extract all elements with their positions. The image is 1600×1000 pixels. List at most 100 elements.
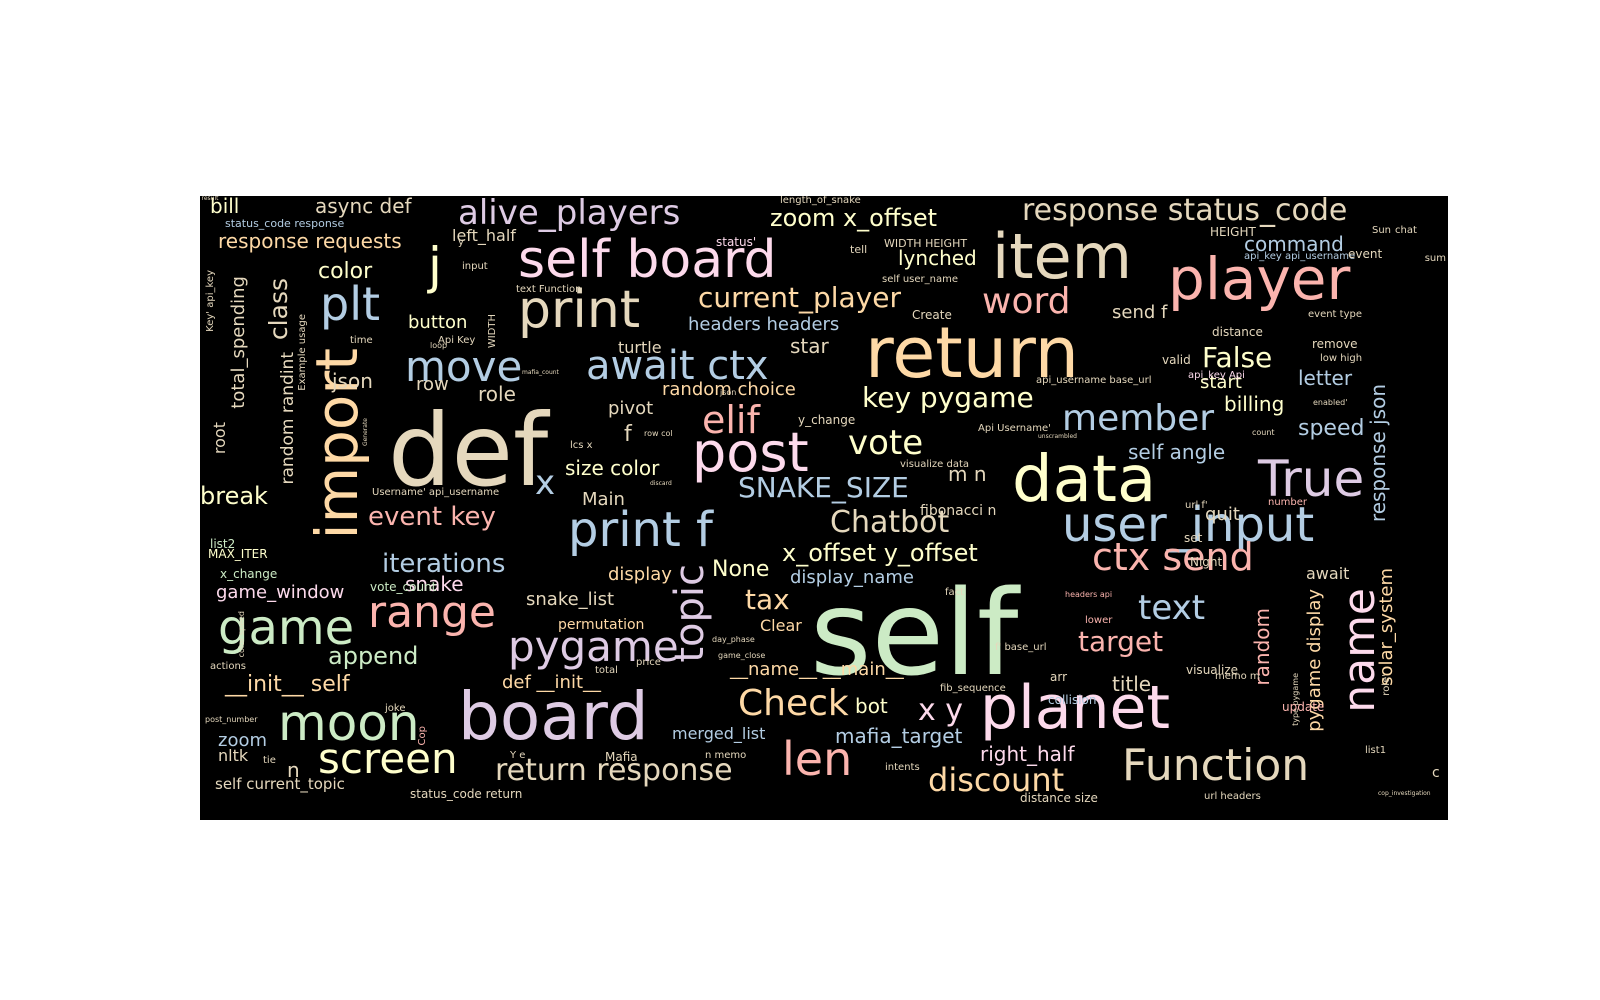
word-cloud-word: role [478,382,516,406]
word-cloud-word: fact [945,587,965,598]
word-cloud-word: turtle [618,338,662,357]
word-cloud-word: self angle [1128,440,1226,464]
word-cloud-word: collision [1048,693,1097,707]
word-cloud-word: x_change [220,567,278,581]
word-cloud-word: self current_topic [215,775,345,793]
word-cloud-word: low high [1320,353,1363,364]
word-cloud-word: Function [1122,740,1310,791]
word-cloud-word: list1 [1365,745,1387,756]
word-cloud-word: response requests [218,229,402,253]
word-cloud-word: Generate [362,418,369,447]
word-cloud-word: j [428,237,442,295]
word-cloud-word: plt [320,277,381,331]
word-cloud-word: command [1244,232,1344,256]
word-cloud-word: letter [1298,366,1353,390]
word-cloud-word: set [1184,531,1203,545]
word-cloud-word: update [1282,700,1325,714]
word-cloud-word: topic [667,564,713,663]
word-cloud-word: json [720,388,737,397]
word-cloud-word: self [810,564,1019,702]
word-cloud-word: board [458,678,649,755]
word-cloud-word: print f [568,502,713,558]
word-cloud-word: right_half [980,742,1075,766]
word-cloud-word: memo m [1215,671,1260,682]
word-cloud-word: response status_code [1022,196,1348,228]
word-cloud-word: random randint [278,352,298,485]
word-cloud-word: key pygame [862,381,1034,414]
word-cloud-word: enabled' [1313,398,1348,407]
word-cloud-word: lower [1085,615,1113,626]
word-cloud-word: permutation [558,617,645,633]
word-cloud-word: api_key api_username [1244,251,1356,262]
word-cloud-word: f' base_url [995,642,1047,653]
word-cloud-word: Cop [417,726,428,746]
word-cloud-word: button [408,312,468,333]
word-cloud-word: WIDTH [487,314,498,349]
word-cloud-word: sum [1424,253,1446,264]
word-cloud-word: x_offset y_offset [782,539,978,567]
word-cloud-word: pivot [608,398,654,419]
word-cloud-word: total_spending [228,276,249,409]
word-cloud-word: self board [518,230,777,290]
word-cloud-word: Y e [510,750,526,761]
word-cloud-word: color [318,259,373,284]
word-cloud-word: display [608,564,672,585]
word-cloud-word: __init__ self [225,672,350,697]
word-cloud-word: game [218,600,355,656]
word-cloud-word: api_key Api [1188,370,1245,381]
word-cloud-word: append [328,642,419,670]
word-cloud-word: time [350,335,373,346]
word-cloud-word: target [1078,625,1164,658]
word-cloud-word: pygame [508,622,679,671]
word-cloud-word: fib_sequence [940,683,1006,694]
word-cloud-word: None [712,557,770,582]
word-cloud-word: distance size [1020,791,1098,805]
word-cloud-word: color speed [237,611,246,658]
word-cloud-word: unscrambled [1038,433,1077,440]
word-cloud-word: planet [980,673,1170,743]
word-cloud-word: return [865,312,1080,394]
word-cloud-word: member [1062,398,1215,439]
word-cloud-word: send f [1112,302,1168,323]
word-cloud-word: tie [263,755,276,766]
word-cloud-word: chat [1395,225,1417,236]
word-cloud-word: Api Username' [978,423,1051,434]
word-cloud-word: vote [848,423,924,463]
word-cloud-word: c [1432,765,1440,781]
word-cloud-word: headers api [1065,590,1113,599]
word-cloud-word: word [982,281,1071,322]
word-cloud-word: game_close [718,651,766,660]
word-cloud-word: await [1306,564,1350,583]
word-cloud-word: event [1348,247,1383,261]
word-cloud-word: ctx send [1092,535,1254,579]
word-cloud: self def return board planet data item player se… [200,196,1448,820]
word-cloud-word: response json [1366,384,1390,523]
word-cloud-word: event type [1308,309,1362,320]
word-cloud-word: status' [716,235,757,249]
word-cloud-word: item [992,220,1133,293]
word-cloud-word: Clear [760,616,802,635]
word-cloud-word: bot [855,694,888,718]
word-cloud-word: def [388,392,549,509]
word-cloud-word: snake [405,572,464,596]
word-cloud-word: total [595,665,618,676]
word-cloud-word: merged_list [672,724,766,743]
word-cloud-word: price [636,657,661,668]
word-cloud-word: game_window [216,582,345,603]
word-cloud-word: user_input [1062,497,1315,553]
word-cloud-word: post_number [205,715,258,724]
word-cloud-word: self user_name [882,274,959,285]
word-cloud-word: WIDTH HEIGHT [884,237,968,250]
word-cloud-word: star [790,334,829,358]
word-cloud-word: status_code response [225,217,345,230]
word-cloud-word: Main [582,489,625,510]
word-cloud-word: Chatbot [830,505,950,540]
word-cloud-word: quit [1205,504,1240,525]
word-cloud-word: url headers [1204,791,1261,802]
word-cloud-word: MAX_ITER [208,547,268,561]
word-cloud-word: Night [1190,555,1223,569]
word-cloud-word: result [201,196,219,202]
word-cloud-word: input [462,261,488,272]
word-cloud-word: billing [1224,392,1285,416]
word-cloud-word: zoom x_offset [770,204,938,232]
